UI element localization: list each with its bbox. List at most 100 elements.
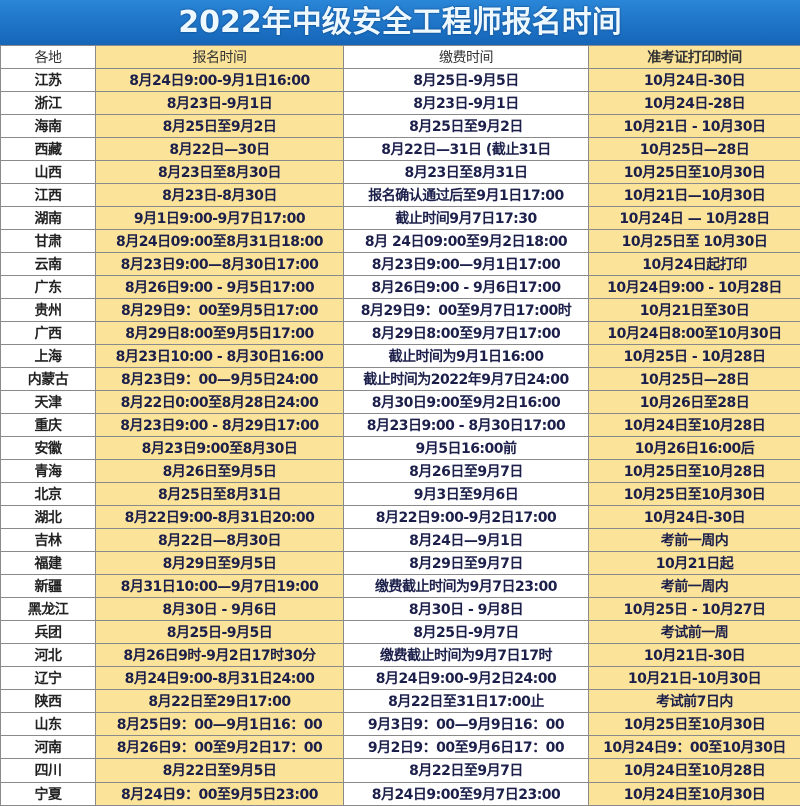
cell-province: 新疆 [1,575,96,598]
cell-payment-time: 8月23日9:00 - 8月30日17:00 [344,414,589,437]
cell-registration-time: 8月31日10:00—9月7日19:00 [96,575,344,598]
cell-registration-time: 8月23日9:00—8月30日17:00 [96,253,344,276]
cell-admission-ticket-time: 考试前一周 [589,621,800,644]
cell-province: 湖北 [1,506,96,529]
cell-registration-time: 8月23日-9月1日 [96,92,344,115]
cell-province: 内蒙古 [1,368,96,391]
cell-admission-ticket-time: 10月21日起 [589,552,800,575]
cell-registration-time: 8月23日-8月30日 [96,184,344,207]
cell-province: 吉林 [1,529,96,552]
cell-registration-time: 8月29日9：00至9月5日17:00 [96,299,344,322]
cell-registration-time: 9月1日9:00-9月7日17:00 [96,207,344,230]
cell-admission-ticket-time: 考前一周内 [589,575,800,598]
cell-payment-time: 8月25日至9月2日 [344,115,589,138]
cell-registration-time: 8月23日9:00 - 8月29日17:00 [96,414,344,437]
cell-admission-ticket-time: 10月24日起打印 [589,253,800,276]
cell-admission-ticket-time: 考试前7日内 [589,690,800,713]
cell-payment-time: 9月2日9：00至9月6日17：00 [344,736,589,759]
cell-registration-time: 8月26日9时-9月2日17时30分 [96,644,344,667]
cell-admission-ticket-time: 10月26日至28日 [589,391,800,414]
cell-province: 重庆 [1,414,96,437]
cell-province: 广东 [1,276,96,299]
cell-admission-ticket-time: 10月25日至10月30日 [589,483,800,506]
cell-payment-time: 8月29日9：00至9月7日17:00时 [344,299,589,322]
header-registration-time: 报名时间 [96,46,344,69]
cell-registration-time: 8月22日—8月30日 [96,529,344,552]
cell-province: 甘肃 [1,230,96,253]
cell-registration-time: 8月23日至8月30日 [96,161,344,184]
cell-payment-time: 截止时间为2022年9月7日24:00 [344,368,589,391]
cell-province: 云南 [1,253,96,276]
cell-admission-ticket-time: 10月26日16:00后 [589,437,800,460]
cell-admission-ticket-time: 10月24日 — 10月28日 [589,207,800,230]
cell-payment-time: 截止时间为9月1日16:00 [344,345,589,368]
cell-admission-ticket-time: 考前一周内 [589,529,800,552]
cell-payment-time: 8月23日至8月31日 [344,161,589,184]
cell-payment-time: 8月 24日09:00至9月2日18:00 [344,230,589,253]
cell-registration-time: 8月26日9：00至9月2日17：00 [96,736,344,759]
cell-registration-time: 8月26日至9月5日 [96,460,344,483]
header-payment-time: 缴费时间 [344,46,589,69]
header-province: 各地 [1,46,96,69]
cell-admission-ticket-time: 10月21日 - 10月30日 [589,115,800,138]
cell-registration-time: 8月30日 - 9月6日 [96,598,344,621]
cell-province: 西藏 [1,138,96,161]
cell-admission-ticket-time: 10月24日9：00至10月30日 [589,736,800,759]
cell-payment-time: 8月26日至9月7日 [344,460,589,483]
cell-admission-ticket-time: 10月25日至10月30日 [589,161,800,184]
cell-payment-time: 截止时间9月7日17:30 [344,207,589,230]
cell-province: 四川 [1,759,96,782]
cell-province: 河南 [1,736,96,759]
cell-payment-time: 8月29日8:00至9月7日17:00 [344,322,589,345]
cell-admission-ticket-time: 10月25日至10月28日 [589,460,800,483]
cell-province: 贵州 [1,299,96,322]
cell-registration-time: 8月25日-9月5日 [96,621,344,644]
cell-payment-time: 8月23日9:00—9月1日17:00 [344,253,589,276]
cell-admission-ticket-time: 10月24日-30日 [589,506,800,529]
cell-registration-time: 8月24日9:00-9月1日16:00 [96,69,344,92]
cell-payment-time: 报名确认通过后至9月1日17:00 [344,184,589,207]
cell-payment-time: 8月24日—9月1日 [344,529,589,552]
cell-admission-ticket-time: 10月25日至10月30日 [589,713,800,736]
cell-payment-time: 8月23日-9月1日 [344,92,589,115]
cell-payment-time: 缴费截止时间为9月7日23:00 [344,575,589,598]
cell-province: 天津 [1,391,96,414]
cell-registration-time: 8月22日—30日 [96,138,344,161]
cell-province: 兵团 [1,621,96,644]
cell-payment-time: 8月22日—31日 (截止31日 [344,138,589,161]
cell-admission-ticket-time: 10月24日至10月30日 [589,782,800,805]
cell-registration-time: 8月24日9：00至9月5日23:00 [96,782,344,805]
cell-payment-time: 8月22日9:00-9月2日17:00 [344,506,589,529]
cell-province: 宁夏 [1,782,96,805]
cell-admission-ticket-time: 10月24日至10月28日 [589,414,800,437]
cell-admission-ticket-time: 10月25日至 10月30日 [589,230,800,253]
cell-province: 海南 [1,115,96,138]
cell-payment-time: 缴费截止时间为9月7日17时 [344,644,589,667]
cell-payment-time: 8月30日9:00至9月2日16:00 [344,391,589,414]
cell-payment-time: 8月24日9:00-9月2日24:00 [344,667,589,690]
cell-admission-ticket-time: 10月24日-30日 [589,69,800,92]
cell-registration-time: 8月29日至9月5日 [96,552,344,575]
cell-province: 福建 [1,552,96,575]
cell-province: 辽宁 [1,667,96,690]
cell-registration-time: 8月26日9:00 - 9月5日17:00 [96,276,344,299]
cell-registration-time: 8月24日09:00至8月31日18:00 [96,230,344,253]
cell-province: 青海 [1,460,96,483]
cell-registration-time: 8月23日10:00 - 8月30日16:00 [96,345,344,368]
